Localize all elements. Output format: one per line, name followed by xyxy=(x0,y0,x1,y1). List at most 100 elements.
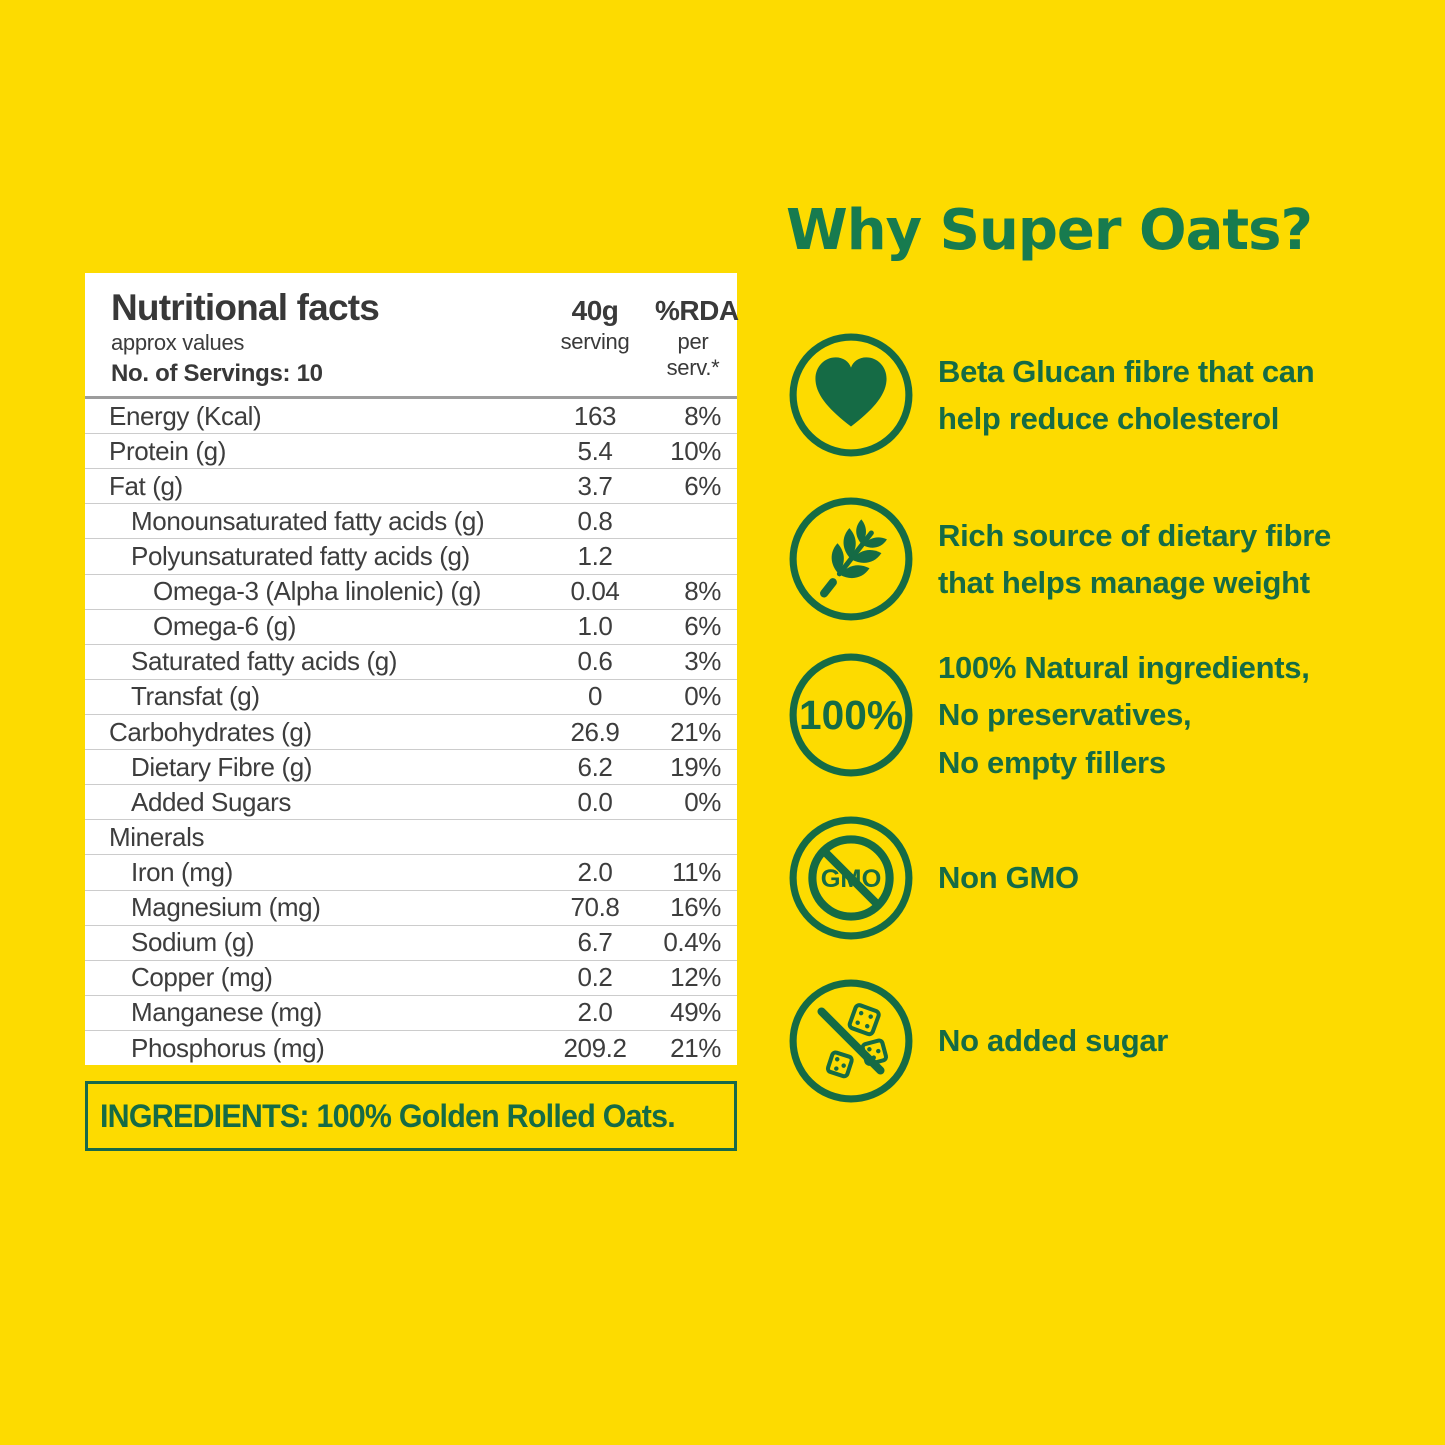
nutrient-label: Carbohydrates (g) xyxy=(109,716,312,747)
nutrient-amount: 0.2 xyxy=(577,962,613,993)
nutrient-label: Polyunsaturated fatty acids (g) xyxy=(131,540,470,571)
nutrient-amount: 2.0 xyxy=(577,856,613,887)
nutrient-label: Magnesium (mg) xyxy=(131,892,321,923)
table-row: Saturated fatty acids (g) 0.6 3% xyxy=(85,645,737,680)
nutrient-amount: 163 xyxy=(573,400,617,431)
nutrient-label: Iron (mg) xyxy=(131,856,233,887)
table-row: Sodium (g) 6.7 0.4% xyxy=(85,926,737,961)
hundred-percent-icon: 100% xyxy=(787,651,915,779)
benefit-item: Beta Glucan fibre that can help reduce ch… xyxy=(787,331,1315,459)
benefit-text: Beta Glucan fibre that can help reduce ch… xyxy=(938,348,1315,442)
table-row: Carbohydrates (g) 26.9 21% xyxy=(85,715,737,751)
nutrient-label: Sodium (g) xyxy=(131,927,255,958)
nutrient-amount: 0.04 xyxy=(570,576,620,607)
nutrient-label: Fat (g) xyxy=(109,470,183,501)
nutrient-label: Minerals xyxy=(109,821,205,852)
nutrient-rda-percent: 3% xyxy=(684,646,721,677)
benefit-text-line: Beta Glucan fibre that can xyxy=(938,353,1315,389)
benefit-item: GMO Non GMO xyxy=(787,814,1079,942)
nutrient-rda-percent: 6% xyxy=(684,470,721,501)
table-title: Nutritional facts xyxy=(111,287,380,328)
nutrient-amount: 0.6 xyxy=(577,646,613,677)
table-row: Magnesium (mg) 70.8 16% xyxy=(85,891,737,926)
nutrient-rda-percent: 49% xyxy=(670,997,721,1028)
nutrient-label: Omega-6 (g) xyxy=(153,611,296,642)
nutrient-amount: 2.0 xyxy=(577,997,613,1028)
nutrient-amount: 1.0 xyxy=(577,611,613,642)
benefits-heading: Why Super Oats? xyxy=(786,198,1313,263)
table-row: Transfat (g) 0 0% xyxy=(85,680,737,715)
nutrient-label: Copper (mg) xyxy=(131,962,273,993)
nutrient-label: Manganese (mg) xyxy=(131,997,322,1028)
nutrient-rda-percent: 8% xyxy=(684,576,721,607)
table-header: Nutritional facts approx values No. of S… xyxy=(85,273,739,399)
nutrient-amount: 70.8 xyxy=(570,892,620,923)
table-row: Omega-6 (g) 1.0 6% xyxy=(85,610,737,645)
benefit-text-line: No added sugar xyxy=(938,1023,1169,1059)
table-row: Added Sugars 0.0 0% xyxy=(85,785,737,821)
servings-count: No. of Servings: 10 xyxy=(111,360,323,387)
nutrient-amount: 1.2 xyxy=(577,540,613,571)
nutrient-label: Energy (Kcal) xyxy=(109,400,262,431)
nutrient-label: Dietary Fibre (g) xyxy=(131,751,313,782)
benefit-text-line: help reduce cholesterol xyxy=(938,401,1280,436)
wheat-icon xyxy=(787,495,915,623)
column-header-rda: %RDA per serv.* xyxy=(655,295,739,380)
table-row: Omega-3 (Alpha linolenic) (g) 0.04 8% xyxy=(85,575,737,610)
benefit-text: Non GMO xyxy=(938,854,1079,901)
benefit-text-line: No preservatives, xyxy=(938,697,1192,733)
benefit-text: No added sugar xyxy=(938,1017,1168,1064)
table-row: Polyunsaturated fatty acids (g) 1.2 xyxy=(85,539,737,575)
benefit-text: 100% Natural ingredients, No preservative… xyxy=(938,644,1310,785)
ingredients-box: INGREDIENTS: 100% Golden Rolled Oats. xyxy=(85,1081,737,1151)
nutrient-amount: 6.7 xyxy=(577,927,613,958)
table-row: Energy (Kcal) 163 8% xyxy=(85,399,737,435)
benefit-text-line: that helps manage weight xyxy=(938,565,1310,600)
benefit-text-line: 100% Natural ingredients, xyxy=(938,650,1310,686)
table-row: Iron (mg) 2.0 11% xyxy=(85,855,737,891)
benefit-item: 100% 100% Natural ingredients, No preserva… xyxy=(787,650,1310,780)
table-row: Monounsaturated fatty acids (g) 0.8 xyxy=(85,504,737,540)
nutrient-amount: 0.8 xyxy=(577,505,613,536)
nutrient-rda-percent: 6% xyxy=(684,611,721,642)
benefit-text-line: Rich source of dietary fibre xyxy=(938,517,1331,553)
nutrient-rda-percent: 10% xyxy=(670,435,721,466)
non-gmo-icon: GMO xyxy=(787,814,915,942)
nutrient-label: Omega-3 (Alpha linolenic) (g) xyxy=(153,576,481,607)
heart-icon xyxy=(787,331,915,459)
table-row: Dietary Fibre (g) 6.2 19% xyxy=(85,750,737,786)
ingredients-text: INGREDIENTS: 100% Golden Rolled Oats. xyxy=(100,1097,676,1134)
nutrient-label: Transfat (g) xyxy=(131,681,260,712)
nutrient-rda-percent: 12% xyxy=(670,962,721,993)
nutrient-amount: 5.4 xyxy=(577,435,613,466)
nutrient-amount: 0 xyxy=(587,681,603,712)
nutrient-rda-percent: 21% xyxy=(670,1032,721,1063)
column-header-serving: 40g serving xyxy=(560,295,630,354)
table-row: Copper (mg) 0.2 12% xyxy=(85,961,737,996)
table-row: Minerals xyxy=(85,820,737,856)
nutrient-rda-percent: 0% xyxy=(684,786,721,817)
no-added-sugar-icon xyxy=(787,977,915,1105)
nutrient-label: Phosphorus (mg) xyxy=(131,1032,325,1063)
table-row: Protein (g) 5.4 10% xyxy=(85,434,737,470)
nutrition-facts-table: Nutritional facts approx values No. of S… xyxy=(85,273,739,1065)
nutrient-amount: 26.9 xyxy=(570,716,620,747)
nutrient-label: Saturated fatty acids (g) xyxy=(131,646,398,677)
table-row: Manganese (mg) 2.0 49% xyxy=(85,996,737,1031)
nutrient-label: Added Sugars xyxy=(131,786,291,817)
nutrient-amount: 3.7 xyxy=(577,470,613,501)
nutrient-amount: 0.0 xyxy=(577,786,613,817)
nutrient-rda-percent: 11% xyxy=(672,856,721,887)
nutrient-label: Protein (g) xyxy=(109,435,226,466)
benefit-text-line: No empty fillers xyxy=(938,744,1166,780)
table-subtitle: approx values xyxy=(111,330,245,355)
nutrient-amount: 209.2 xyxy=(563,1032,627,1063)
benefit-text-line: Non GMO xyxy=(938,860,1079,896)
benefit-text: Rich source of dietary fibre that helps m… xyxy=(938,512,1331,606)
table-row: Phosphorus (mg) 209.2 21% xyxy=(85,1031,737,1065)
nutrient-rda-percent: 0.4% xyxy=(663,927,721,958)
nutrient-amount: 6.2 xyxy=(577,751,613,782)
nutrient-label: Monounsaturated fatty acids (g) xyxy=(131,505,485,536)
nutrient-rda-percent: 8% xyxy=(684,400,721,431)
